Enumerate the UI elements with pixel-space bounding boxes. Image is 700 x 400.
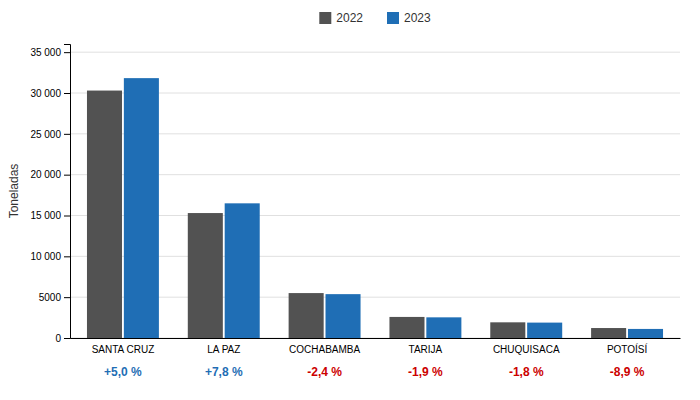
variation-label: +7,8 %	[205, 365, 243, 379]
y-tick-mark	[64, 297, 70, 298]
bar	[527, 323, 562, 338]
x-tick: POTOÍSÍ	[607, 343, 648, 355]
bar	[326, 294, 361, 338]
legend-swatch	[387, 12, 399, 24]
y-tick: 25 000	[30, 129, 70, 140]
x-tick: CHUQUISACA	[493, 344, 560, 355]
x-tick-label: LA PAZ	[207, 344, 240, 355]
y-tick: 10 000	[30, 251, 70, 262]
grid	[70, 52, 680, 338]
y-tick: 0	[55, 333, 70, 344]
bar	[628, 329, 663, 338]
grid-line	[70, 338, 680, 339]
x-tick: LA PAZ	[207, 344, 240, 355]
x-tick-label: TARIJA	[409, 344, 443, 355]
bar	[490, 322, 525, 338]
plot: 0 5000 10 000 15 000 20 000 25 000 30 000 35 00…	[30, 45, 680, 380]
variation-label: -8,9 %	[610, 365, 645, 379]
y-tick-label: 10 000	[30, 251, 61, 262]
variation-label: +5,0 %	[104, 365, 142, 379]
bar	[389, 317, 424, 338]
grid-line	[70, 174, 680, 175]
y-tick-label: 25 000	[30, 129, 61, 140]
grid-line	[70, 93, 680, 94]
y-tick-label: 15 000	[30, 210, 61, 221]
bar	[225, 203, 260, 338]
y-tick: 30 000	[30, 88, 70, 99]
x-tick: COCHABAMBA	[289, 344, 360, 355]
legend-label: 2022	[336, 11, 363, 25]
legend-item: 2022	[319, 11, 363, 25]
y-tick-mark	[64, 52, 70, 53]
y-tick-label: 30 000	[30, 88, 61, 99]
bar	[188, 213, 223, 338]
y-axis-line	[64, 45, 71, 339]
y-tick-mark	[64, 175, 70, 176]
x-axis: SANTA CRUZ LA PAZ COCHABAMBA TARIJA CHUQUISA…	[71, 339, 681, 356]
bar	[289, 293, 324, 338]
y-axis-title: Toneladas	[7, 164, 21, 219]
variation-label: -2,4 %	[307, 365, 342, 379]
x-tick-label: POTOÍSÍ	[607, 343, 648, 355]
variation-label: -1,8 %	[509, 365, 544, 379]
bar	[124, 78, 159, 338]
y-tick-mark	[64, 134, 70, 135]
y-tick-mark	[64, 216, 70, 217]
bar	[87, 91, 122, 338]
chart: 0 5000 10 000 15 000 20 000 25 000 30 000 35 00…	[0, 0, 700, 400]
annotations: +5,0 % +7,8 % -2,4 % -1,9 % -1,8 % -8,9 %	[104, 365, 645, 379]
y-tick-mark	[64, 256, 70, 257]
grid-line	[70, 133, 680, 134]
x-axis-line	[71, 338, 681, 339]
bar	[591, 328, 626, 338]
legend-swatch	[319, 12, 331, 24]
legend: 2022 2023	[319, 11, 431, 25]
bar	[426, 317, 461, 338]
legend-label: 2023	[404, 11, 431, 25]
x-tick-label: SANTA CRUZ	[92, 344, 155, 355]
series	[124, 78, 663, 338]
y-axis: 0 5000 10 000 15 000 20 000 25 000 30 000 35 00…	[30, 45, 70, 344]
x-tick: TARIJA	[409, 344, 443, 355]
variation-label: -1,9 %	[408, 365, 443, 379]
y-tick-label: 0	[55, 333, 61, 344]
x-tick-label: CHUQUISACA	[493, 344, 560, 355]
y-tick-label: 35 000	[30, 47, 61, 58]
bars	[87, 78, 663, 338]
y-tick: 35 000	[30, 47, 70, 58]
grid-line	[70, 52, 680, 53]
y-tick-mark	[64, 338, 70, 339]
y-tick: 5000	[39, 292, 70, 303]
grid-line	[70, 256, 680, 257]
y-tick-label: 20 000	[30, 169, 61, 180]
grid-line	[70, 215, 680, 216]
y-tick: 15 000	[30, 210, 70, 221]
series	[87, 91, 626, 338]
x-tick-label: COCHABAMBA	[289, 344, 360, 355]
grid-line	[70, 297, 680, 298]
legend-item: 2023	[387, 11, 431, 25]
y-tick-label: 5000	[39, 292, 62, 303]
x-tick: SANTA CRUZ	[92, 344, 155, 355]
y-tick-mark	[64, 93, 70, 94]
y-tick: 20 000	[30, 169, 70, 180]
